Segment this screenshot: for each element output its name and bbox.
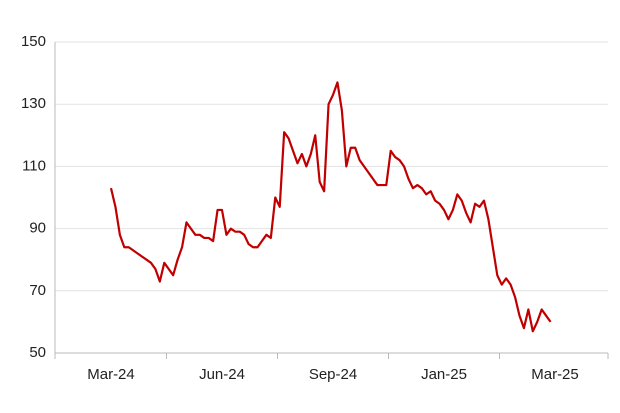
x-tick-label: Jan-25	[421, 366, 467, 383]
y-tick-label: 110	[22, 157, 46, 174]
y-tick-label: 70	[29, 282, 46, 299]
y-tick-label: 90	[29, 220, 46, 237]
y-tick-label: 150	[21, 33, 46, 50]
x-tick-label: Sep-24	[309, 366, 357, 383]
x-tick-label: Mar-24	[87, 366, 135, 383]
y-tick-label: 130	[21, 95, 46, 112]
y-tick-label: 50	[29, 344, 46, 361]
data-line	[109, 81, 552, 333]
x-tick-label: Mar-25	[531, 366, 579, 383]
x-tick-label: Jun-24	[199, 366, 245, 383]
